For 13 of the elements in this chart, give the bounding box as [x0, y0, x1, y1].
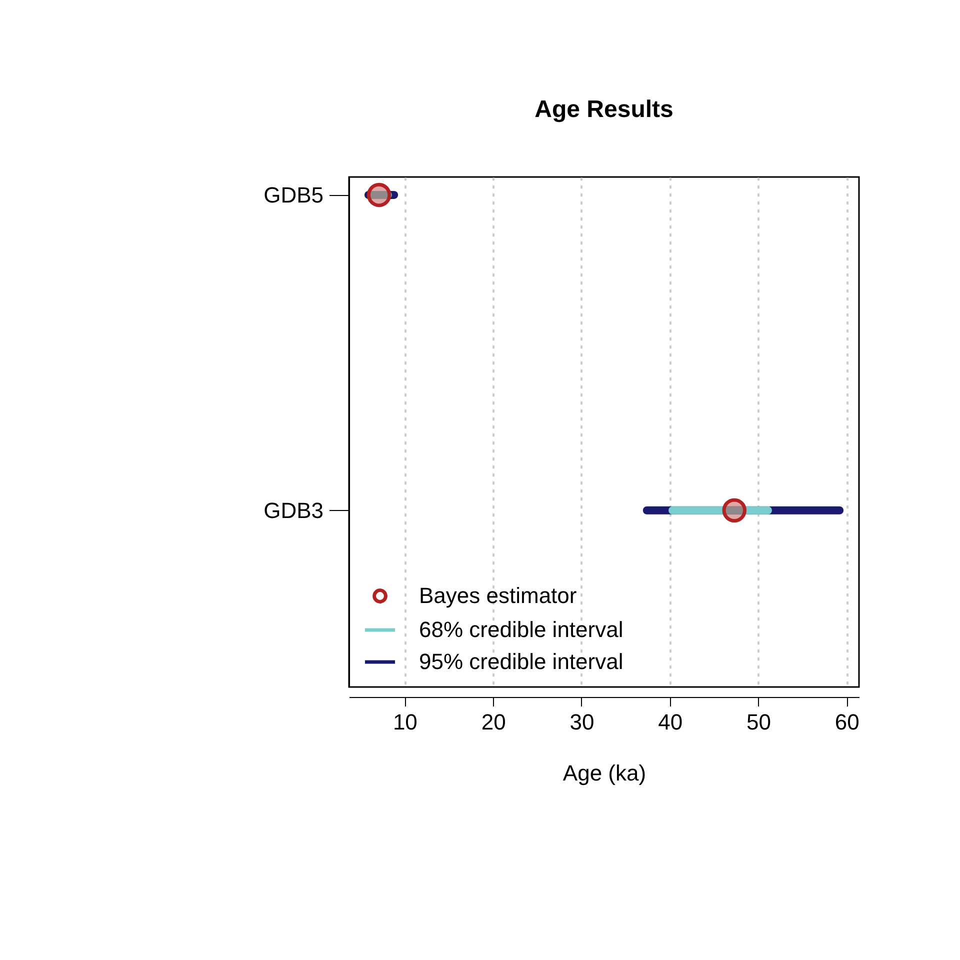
x-tick-label: 20 — [481, 710, 506, 734]
y-tick-label: GDB5 — [264, 182, 324, 208]
y-tick-label: GDB3 — [264, 498, 324, 523]
x-tick-label: 50 — [746, 710, 771, 734]
x-tick-label: 40 — [658, 710, 683, 734]
x-axis-title: Age (ka) — [562, 760, 646, 786]
x-tick-label: 10 — [392, 710, 418, 734]
x-tick-label: 30 — [570, 710, 594, 734]
legend-label: Bayes estimator — [419, 583, 577, 608]
legend-label: 95% credible interval — [419, 649, 624, 674]
chart-title: Age Results — [534, 96, 674, 123]
legend-label: 68% credible interval — [419, 617, 624, 642]
x-tick-label: 60 — [834, 710, 860, 734]
